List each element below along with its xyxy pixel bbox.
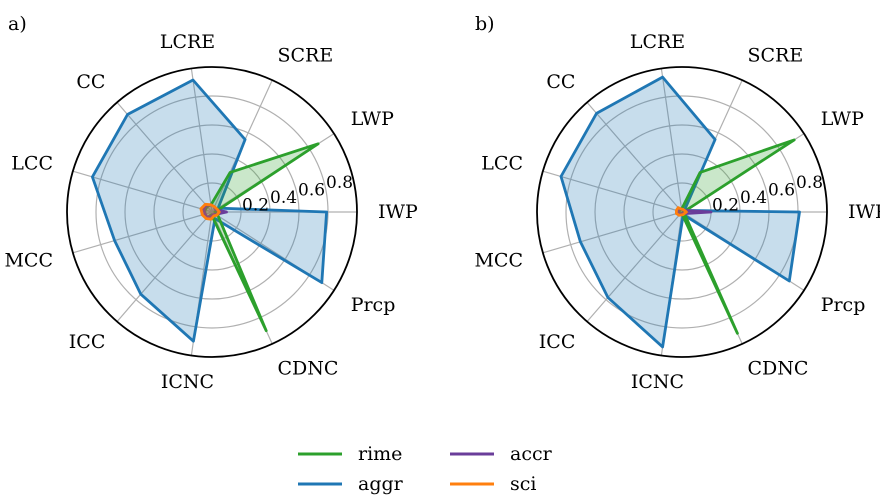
radial-tick-label: 0.4: [740, 188, 767, 208]
legend: rime accr aggr sci: [298, 443, 553, 495]
outer-circle: [536, 66, 828, 358]
radial-tick-label: 0.8: [326, 173, 353, 193]
axis-label-cc: CC: [76, 71, 105, 93]
spoke-gridline: [542, 211, 683, 254]
spoke-gridline: [116, 211, 213, 322]
axis-label-lwp: LWP: [351, 108, 394, 130]
axis-label-cdnc: CDNC: [748, 358, 809, 380]
axis-label-mcc: MCC: [4, 250, 53, 272]
axis-label-icnc: ICNC: [631, 371, 684, 393]
radial-tick-label: 0.4: [270, 188, 297, 208]
radial-tick-label: 0.8: [796, 173, 823, 193]
axis-label-scre: SCRE: [748, 45, 804, 67]
radial-tick-label: 0.2: [712, 195, 739, 215]
spoke-gridline: [586, 102, 683, 213]
axis-label-cdnc: CDNC: [278, 358, 339, 380]
radar-panel-a: a) 0.2 0.4 0.6 0.8 IWP LWP SCRE LCRE CC LCC MCC ICC I…: [4, 13, 418, 393]
outer-circle: [66, 66, 358, 358]
radial-tick-label: 0.2: [242, 195, 269, 215]
series-sci: [199, 202, 221, 221]
legend-label-accr: accr: [510, 443, 553, 465]
spoke-gridline: [116, 102, 213, 213]
axis-label-scre: SCRE: [278, 45, 334, 67]
spoke-gridline: [586, 211, 683, 322]
axis-label-prcp: Prcp: [351, 294, 396, 316]
spoke-gridline: [542, 170, 683, 213]
series-sci: [675, 206, 688, 217]
series-aggr: [91, 78, 329, 343]
axis-label-icnc: ICNC: [161, 371, 214, 393]
radar-panel-b: b) 0.20.40.60.8 IWP LWP SCRE LCRE CC LCC MCC ICC I…: [474, 13, 880, 393]
axis-label-prcp: Prcp: [821, 294, 866, 316]
spoke-gridline: [72, 170, 213, 213]
legend-label-aggr: aggr: [358, 473, 404, 495]
axis-label-icc: ICC: [69, 331, 106, 353]
axis-label-lcre: LCRE: [630, 31, 685, 53]
axis-label-icc: ICC: [539, 331, 576, 353]
axis-label-cc: CC: [546, 71, 575, 93]
panel-label: b): [475, 13, 495, 35]
legend-label-rime: rime: [358, 443, 402, 465]
axis-label-lcc: LCC: [481, 153, 523, 175]
axis-label-lwp: LWP: [821, 108, 864, 130]
axis-label-iwp: IWP: [848, 201, 880, 223]
radial-tick-label: 0.6: [298, 180, 325, 200]
axis-label-iwp: IWP: [378, 201, 418, 223]
spoke-gridline: [660, 68, 683, 213]
axis-label-mcc: MCC: [474, 250, 523, 272]
axis-label-lcre: LCRE: [160, 31, 215, 53]
panel-label: a): [8, 13, 27, 35]
radial-tick-label: 0.6: [768, 180, 795, 200]
legend-label-sci: sci: [510, 473, 536, 495]
axis-label-lcc: LCC: [11, 153, 53, 175]
spoke-gridline: [190, 68, 213, 213]
spoke-gridline: [72, 211, 213, 254]
